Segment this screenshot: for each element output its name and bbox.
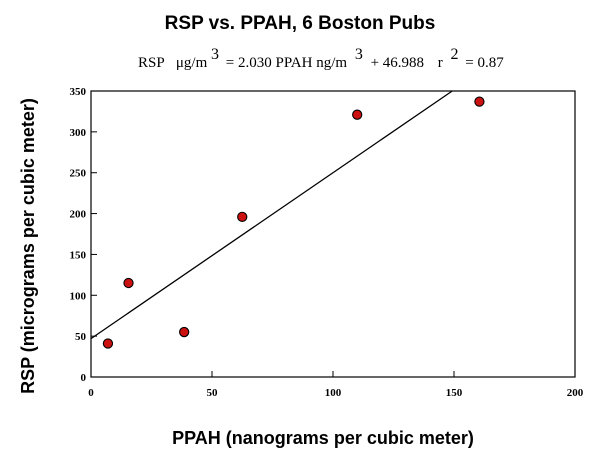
plot-area [90, 90, 485, 349]
equation-intercept: + 46.988 [371, 55, 424, 71]
equation-mid: = 2.030 PPAH ng/m [226, 55, 348, 71]
x-tick-label: 100 [325, 387, 342, 399]
equation-r-value: = 0.87 [465, 55, 504, 71]
data-point [179, 326, 190, 338]
y-axis-label: RSP (micrograms per cubic meter) [18, 98, 38, 394]
x-tick-label: 200 [567, 387, 584, 399]
equation-lhs-unit: μg/m [176, 55, 208, 71]
y-tick-label: 0 [81, 372, 87, 384]
y-tick-label: 350 [70, 86, 87, 98]
equation-r-exponent: 2 [451, 46, 459, 63]
plot-frame [90, 90, 576, 378]
regression-equation: RSP μg/m 3 = 2.030 PPAH ng/m 3 + 46.988 … [138, 46, 504, 71]
y-tick-label: 50 [75, 331, 87, 343]
chart-title: RSP vs. PPAH, 6 Boston Pubs [165, 13, 436, 34]
data-point [352, 109, 363, 120]
regression-line [90, 90, 453, 340]
equation-mid-exponent: 3 [355, 46, 363, 63]
y-tick-label: 250 [70, 168, 87, 180]
equation-lhs-exponent: 3 [211, 46, 219, 63]
y-tick-label: 100 [70, 290, 87, 302]
equation-lhs: RSP [138, 55, 164, 71]
data-point [123, 277, 134, 289]
y-tick-label: 200 [70, 209, 87, 221]
data-point [102, 338, 114, 349]
data-point [474, 96, 485, 107]
x-tick-label: 150 [446, 387, 463, 399]
equation-r-label: r [438, 55, 443, 71]
y-tick-label: 150 [70, 249, 87, 261]
y-tick-label: 300 [70, 127, 87, 139]
x-axis: 0 50 100 150 200 [88, 371, 584, 399]
data-points [102, 96, 485, 349]
x-tick-label: 0 [88, 387, 94, 399]
data-point [237, 211, 248, 222]
x-axis-label: PPAH (nanograms per cubic meter) [172, 428, 474, 448]
y-axis: 0 50 100 150 200 250 300 350 [70, 86, 97, 384]
x-tick-label: 50 [207, 387, 219, 399]
